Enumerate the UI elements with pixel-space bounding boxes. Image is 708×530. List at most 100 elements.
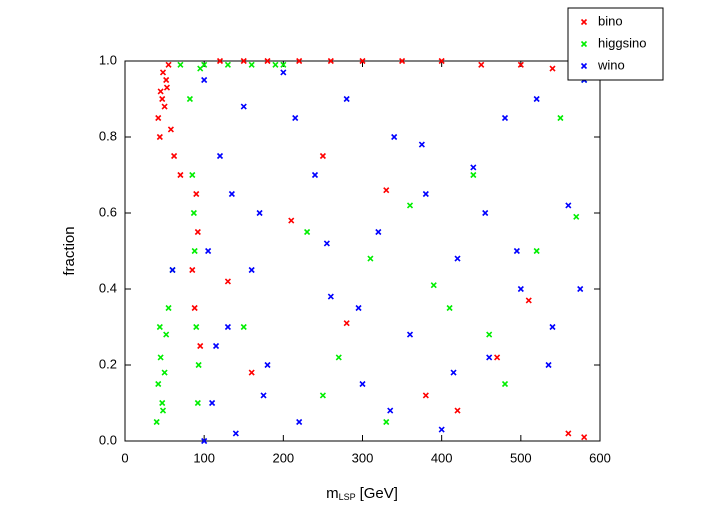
point — [209, 399, 216, 407]
legend-marker — [580, 62, 588, 70]
point — [533, 95, 540, 103]
point — [557, 114, 564, 122]
point — [161, 369, 168, 376]
point — [191, 304, 198, 312]
point — [482, 209, 489, 217]
point — [304, 228, 311, 236]
point — [383, 418, 390, 426]
x-tick-label: 600 — [589, 450, 611, 465]
legend-label: wino — [597, 57, 625, 72]
point — [327, 57, 334, 65]
legend-label: bino — [598, 13, 623, 28]
point — [549, 65, 556, 72]
point — [399, 57, 406, 65]
point — [248, 61, 255, 68]
point — [501, 380, 509, 388]
point — [189, 266, 196, 274]
point — [171, 152, 178, 160]
point — [264, 57, 271, 65]
point — [153, 418, 160, 426]
point — [186, 95, 193, 103]
x-axis-label: mLSP [GeV] — [326, 485, 398, 502]
x-tick-label: 0 — [121, 450, 128, 465]
point — [193, 190, 200, 198]
point — [224, 61, 231, 68]
point — [177, 171, 184, 179]
point — [155, 380, 162, 388]
point — [189, 171, 196, 179]
point — [216, 57, 224, 65]
point — [159, 399, 166, 407]
point — [260, 392, 267, 399]
point — [159, 407, 167, 414]
point — [224, 323, 231, 331]
legend-marker — [580, 40, 588, 48]
point — [197, 342, 204, 350]
point — [228, 190, 235, 198]
point — [159, 69, 167, 76]
point — [319, 392, 326, 399]
y-tick-label: 0.8 — [99, 128, 117, 143]
point — [165, 61, 172, 68]
point — [387, 407, 394, 414]
point — [450, 369, 457, 376]
point — [224, 278, 231, 285]
point — [470, 171, 477, 179]
point — [573, 213, 580, 220]
point — [501, 114, 509, 122]
point — [422, 392, 429, 399]
legend-marker — [580, 18, 588, 26]
point — [155, 114, 162, 122]
point — [486, 354, 493, 361]
point — [323, 240, 330, 247]
point — [195, 361, 202, 369]
y-tick-label: 0.0 — [99, 432, 117, 447]
x-tick-label: 300 — [352, 450, 374, 465]
point — [163, 84, 171, 91]
point — [296, 57, 303, 65]
y-axis-label: fraction — [61, 226, 78, 275]
x-label-sub: LSP — [339, 492, 356, 502]
point — [383, 187, 390, 194]
point — [205, 247, 212, 255]
point — [201, 76, 208, 84]
point — [280, 61, 287, 68]
x-label-main: m — [326, 485, 339, 502]
point — [478, 61, 485, 68]
point — [319, 152, 326, 160]
point — [272, 61, 279, 68]
point — [367, 255, 374, 262]
point — [375, 228, 382, 236]
point — [577, 285, 584, 293]
y-tick-label: 1.0 — [99, 52, 117, 67]
point — [418, 141, 425, 148]
point — [406, 202, 414, 209]
point — [240, 103, 247, 110]
x-tick-label: 100 — [193, 450, 215, 465]
point — [311, 171, 319, 179]
point — [156, 323, 163, 331]
point — [438, 57, 445, 65]
x-tick-label: 400 — [431, 450, 453, 465]
point — [212, 342, 220, 350]
point — [517, 285, 524, 293]
x-tick-label: 200 — [272, 450, 294, 465]
point — [494, 354, 501, 361]
point — [549, 323, 556, 331]
point — [517, 61, 524, 68]
point — [296, 418, 303, 426]
point — [201, 437, 208, 445]
point — [406, 331, 414, 338]
point — [248, 369, 255, 376]
y-tick-label: 0.6 — [99, 204, 117, 219]
point — [194, 399, 201, 407]
x-tick-label: 500 — [510, 450, 532, 465]
point — [191, 247, 198, 255]
point — [161, 103, 168, 110]
point — [288, 217, 295, 224]
point — [193, 323, 200, 331]
point — [167, 126, 174, 133]
point — [292, 114, 299, 122]
point — [327, 293, 334, 300]
